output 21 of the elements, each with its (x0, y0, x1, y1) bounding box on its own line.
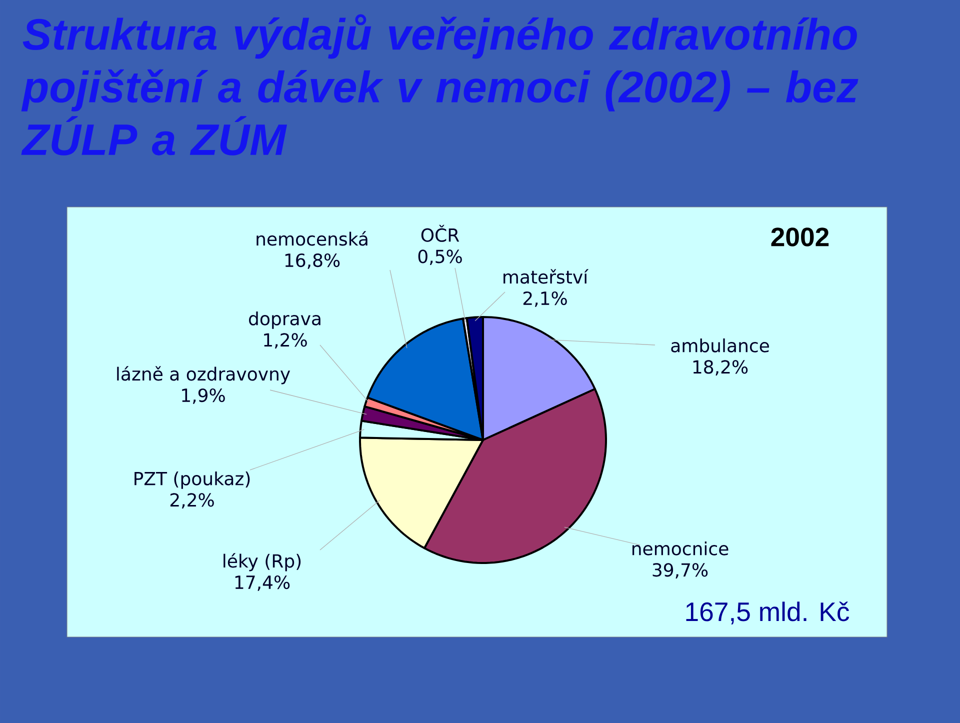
slice-label: nemocenská (256, 231, 368, 246)
text: 2002 (771, 228, 829, 246)
slice-label: OČR (421, 224, 460, 242)
slice-label: lázně a ozdravovny (117, 366, 290, 384)
text: 167,5 mld. Kč (686, 602, 850, 624)
slice-label: doprava (249, 311, 320, 329)
data-label: 16,8% (285, 253, 340, 269)
data-label: 1,9% (182, 388, 225, 404)
chart-title: Struktura výdajů veřejného zdravotního pojištění a dávek v nemoci (2002) – bez ZÚLP a ZÚM (21, 14, 858, 156)
data-label: 0,5% (418, 250, 462, 266)
slice-label: PZT (poukaz) (134, 471, 250, 489)
slice-label: mateřství (504, 269, 589, 284)
data-label: 18,2% (693, 360, 748, 376)
data-label: 2,2% (170, 493, 214, 509)
data-label: 17,4% (235, 575, 290, 591)
data-label: 2,1% (523, 291, 567, 307)
slice-label: léky (Rp) (224, 553, 301, 572)
slice-label: nemocnice (632, 541, 728, 556)
slice-label: ambulance (671, 338, 769, 352)
data-label: 39,7% (652, 563, 708, 579)
data-label: 1,2% (264, 333, 307, 349)
